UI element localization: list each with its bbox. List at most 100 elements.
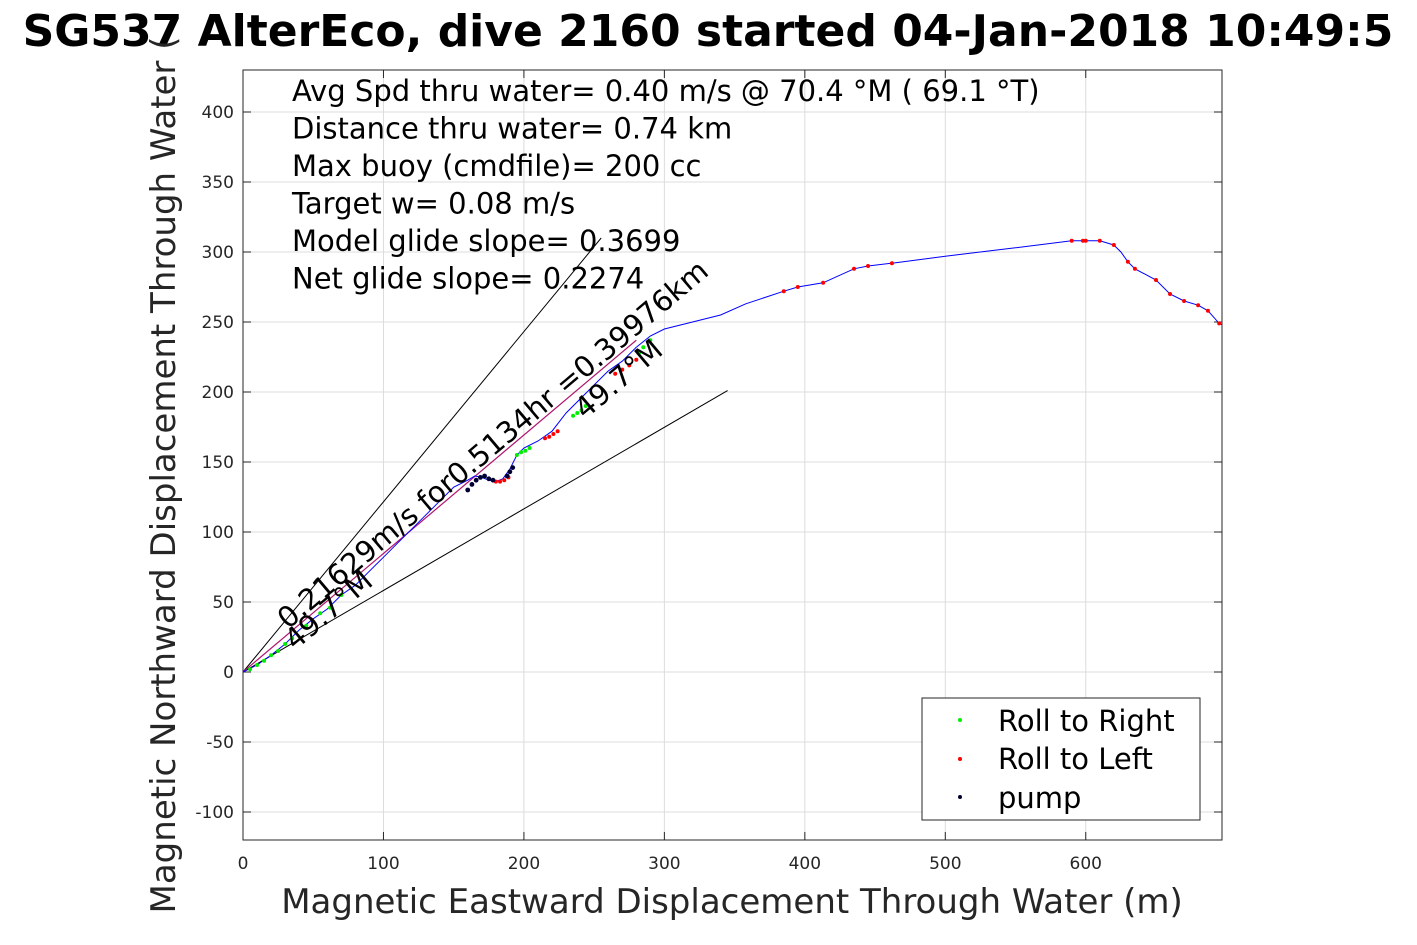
roll-left-point <box>1080 238 1085 243</box>
stats-annotation-line: Max buoy (cmdfile)= 200 cc <box>292 149 701 183</box>
legend-box <box>921 697 1201 821</box>
net-glide-line <box>242 339 637 673</box>
stats-annotation-line: Model glide slope= 0.3699 <box>292 224 680 258</box>
stats-annotation-line: Distance thru water= 0.74 km <box>292 112 732 146</box>
roll-left-point <box>1132 266 1137 271</box>
roll-right-point <box>269 653 274 658</box>
legend-label-roll-right: Roll to Right <box>998 704 1175 738</box>
y-axis-label: Magnetic Northward Displacement Through … <box>144 37 184 914</box>
roll-left-point <box>1125 259 1130 264</box>
chart-title: SG537 AlterEco, dive 2160 started 04-Jan… <box>23 6 1394 57</box>
roll-left-point <box>1069 238 1074 243</box>
y-tick-label: 350 <box>202 173 234 193</box>
plot-area-border <box>242 69 1223 841</box>
legend-marker-pump <box>958 795 962 799</box>
roll-right-point <box>339 593 344 597</box>
legend-marker-roll-left <box>958 757 962 761</box>
pump-point <box>486 476 492 482</box>
glide-slope-lines <box>242 237 728 673</box>
y-tick-label: 250 <box>202 313 234 333</box>
roll-left-point <box>821 280 826 285</box>
stats-annotation-line: Target w= 0.08 m/s <box>291 187 575 221</box>
roll-and-pump-markers <box>248 238 1222 672</box>
pump-point <box>469 482 475 487</box>
x-tick-label: 200 <box>508 854 540 874</box>
roll-left-point <box>1205 308 1210 313</box>
x-axis-label: Magnetic Eastward Displacement Through W… <box>281 882 1183 922</box>
roll-right-point <box>641 345 646 350</box>
roll-left-point <box>542 436 547 441</box>
roll-right-point <box>648 338 653 343</box>
x-tick-label: 0 <box>238 854 249 874</box>
glide-slope-line <box>242 390 728 673</box>
roll-right-point <box>255 663 260 667</box>
roll-left-point <box>634 357 639 362</box>
x-tick-label: 400 <box>789 854 821 874</box>
roll-right-point <box>583 404 588 408</box>
roll-left-point <box>866 264 871 268</box>
roll-left-point <box>1083 238 1088 243</box>
pump-point <box>482 473 487 479</box>
roll-right-point <box>262 658 267 663</box>
legend: Roll to Right Roll to Left pump <box>921 697 1201 821</box>
roll-left-point <box>502 478 507 483</box>
roll-left-point <box>795 285 800 289</box>
stats-annotation-line: Avg Spd thru water= 0.40 m/s @ 70.4 °M (… <box>292 74 1040 108</box>
pump-point <box>490 477 496 483</box>
roll-right-point <box>523 448 528 453</box>
x-tick-label: 600 <box>1070 854 1102 874</box>
roll-left-point <box>1111 243 1116 247</box>
roll-left-point <box>620 367 625 372</box>
pump-point <box>465 487 471 493</box>
stats-annotations: Avg Spd thru water= 0.40 m/s @ 70.4 °M (… <box>291 74 1040 296</box>
x-tick-label: 500 <box>929 854 961 874</box>
roll-right-point <box>519 450 524 455</box>
roll-left-point <box>889 261 894 266</box>
y-tick-label: 200 <box>202 383 234 403</box>
pump-point <box>504 473 510 479</box>
roll-right-point <box>637 350 642 355</box>
roll-left-point <box>551 432 556 436</box>
roll-right-point <box>328 605 333 610</box>
roll-right-point <box>571 413 576 418</box>
roll-right-point <box>304 623 309 628</box>
roll-left-point <box>1097 238 1102 243</box>
roll-right-point <box>579 408 584 413</box>
roll-left-point <box>498 479 503 484</box>
roll-left-point <box>781 289 786 294</box>
roll-left-point <box>613 371 618 376</box>
pump-point <box>510 465 516 470</box>
y-tick-label: 300 <box>202 243 234 263</box>
y-tick-label: 400 <box>202 103 234 123</box>
roll-left-point <box>1168 292 1173 296</box>
glide-slope-line <box>242 237 602 673</box>
stats-annotation-line: Net glide slope= 0.2274 <box>292 262 644 296</box>
roll-left-point <box>1196 303 1201 308</box>
legend-label-pump: pump <box>998 781 1081 815</box>
pump-point <box>507 469 513 475</box>
pump-point <box>473 477 479 483</box>
y-tick-label: -50 <box>206 733 234 753</box>
x-tick-label: 300 <box>648 854 680 874</box>
roll-left-point <box>547 434 552 439</box>
y-tick-label: -100 <box>195 803 234 823</box>
roll-right-point <box>276 649 281 653</box>
roll-left-point <box>1217 321 1222 326</box>
x-tick-label: 100 <box>367 854 399 874</box>
y-tick-label: 50 <box>212 593 234 613</box>
y-tick-label: 100 <box>202 523 234 543</box>
y-tick-label: 150 <box>202 453 234 473</box>
y-tick-label: 0 <box>223 663 234 683</box>
roll-left-point <box>1182 299 1187 303</box>
roll-right-point <box>527 446 532 450</box>
roll-right-point <box>283 642 288 646</box>
roll-right-point <box>290 636 295 641</box>
roll-right-point <box>575 411 580 415</box>
roll-left-point <box>851 266 856 271</box>
roll-right-point <box>318 611 323 616</box>
roll-left-point <box>627 363 632 368</box>
net-glide-line <box>242 339 637 673</box>
legend-label-roll-left: Roll to Left <box>998 742 1153 776</box>
legend-marker-roll-right <box>958 718 962 722</box>
